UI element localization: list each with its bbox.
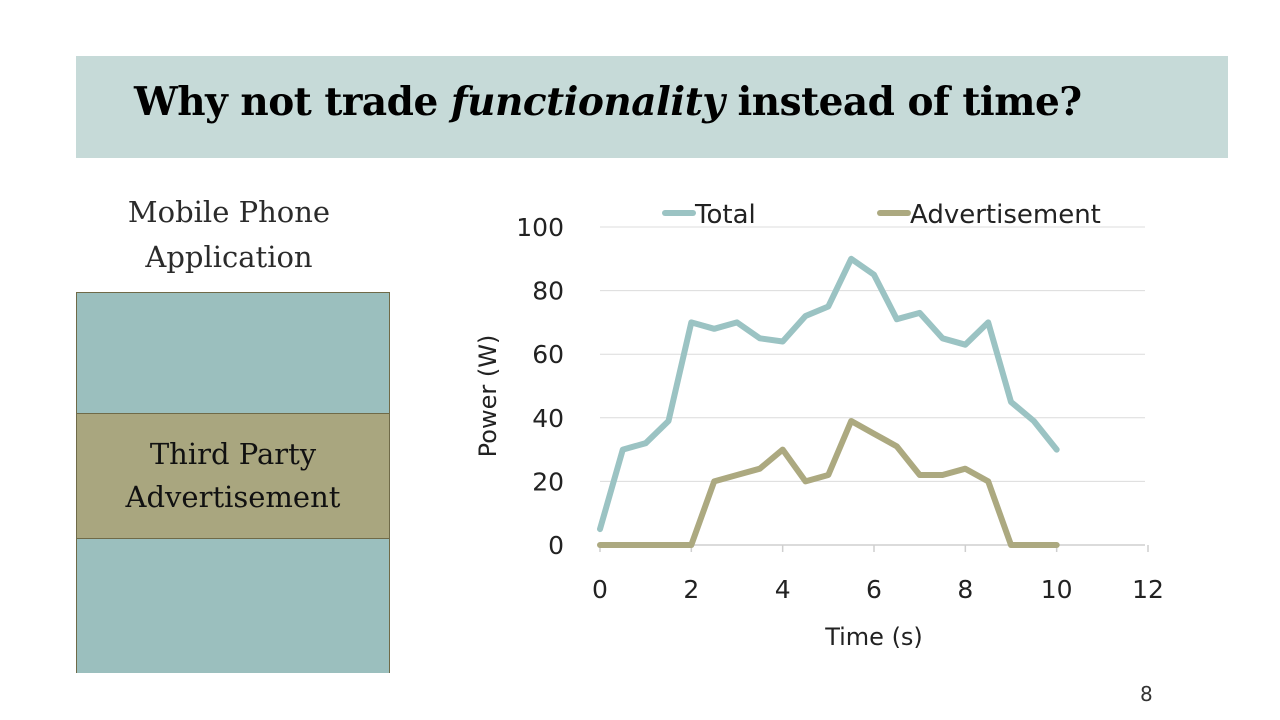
data-point-total [643,440,649,446]
title-part-2: instead of time? [724,79,1082,125]
data-point-total [825,304,831,309]
phone-ad-area: Third Party Advertisement [77,413,389,539]
data-point-advertisement [688,542,694,548]
data-point-advertisement [780,447,786,453]
power-chart: Total Advertisement 0 20 40 60 80 100 0 2 4 6 8 10 12… [474,200,1164,651]
x-axis-label: Time (s) [824,623,923,651]
data-point-total [962,342,968,348]
data-point-total [597,526,603,532]
data-point-total [1008,399,1014,405]
ad-label: Third Party Advertisement [125,437,341,514]
title-emphasis: functionality [450,79,725,125]
data-point-total [666,418,671,424]
data-point-advertisement [666,542,671,548]
data-point-advertisement [962,466,968,472]
legend-label-advertisement: Advertisement [910,200,1101,230]
data-point-advertisement [985,478,991,484]
data-point-total [985,319,991,325]
data-point-total [688,319,694,325]
chart-series [597,255,1060,548]
phone-app-area-top [77,293,389,413]
data-point-total [940,335,945,341]
y-tick-label: 40 [532,404,564,433]
y-tick-label: 80 [532,277,564,306]
legend-label-total: Total [694,200,756,230]
data-point-total [917,310,923,316]
data-point-advertisement [825,472,831,478]
data-point-advertisement [1031,542,1037,548]
data-point-total [620,447,626,453]
title-part-1: Why not trade [134,79,451,125]
x-tick-label: 6 [866,575,882,604]
data-point-total [757,335,763,341]
chart-legend: Total Advertisement [662,200,1101,230]
chart-labels: 0 20 40 60 80 100 0 2 4 6 8 10 12 Time (s) Power (W) [474,213,1164,651]
data-point-total [848,256,854,262]
app-label: Mobile Phone Application [127,195,331,274]
data-point-total [871,272,877,278]
data-point-total [1031,418,1037,424]
data-point-total [803,313,808,319]
y-tick-label: 20 [532,467,564,496]
data-point-advertisement [757,466,763,472]
data-point-advertisement [803,478,808,484]
data-point-total [1054,447,1060,453]
y-axis-label: Power (W) [474,335,502,458]
y-tick-label: 60 [532,340,564,369]
data-point-total [734,319,740,325]
slide-title: Why not trade functionality instead of t… [134,79,1082,125]
y-tick-label: 100 [516,213,564,242]
phone-app-area-bottom [77,539,389,673]
data-point-advertisement [894,443,900,449]
data-point-total [711,326,717,332]
data-point-advertisement [1054,542,1060,548]
x-tick-label: 0 [592,575,608,604]
y-tick-label: 0 [548,531,564,560]
x-tick-label: 8 [957,575,973,604]
title-bar [76,56,1228,158]
phone-diagram: Third Party Advertisement [76,292,390,673]
data-point-advertisement [1008,542,1014,548]
data-point-advertisement [597,542,603,548]
data-point-advertisement [643,542,649,548]
data-point-advertisement [917,472,923,478]
chart-grid [600,226,1145,482]
data-point-advertisement [711,478,717,484]
x-tick-label: 12 [1132,575,1164,604]
data-point-advertisement [848,418,854,424]
data-point-advertisement [871,431,877,437]
x-tick-label: 10 [1041,575,1073,604]
x-tick-label: 4 [775,575,791,604]
data-point-total [894,316,900,322]
data-point-advertisement [620,542,626,548]
data-point-total [780,338,786,344]
page-number: 8 [1140,682,1153,706]
x-tick-label: 2 [683,575,699,604]
data-point-advertisement [940,472,945,478]
data-point-advertisement [734,472,740,478]
